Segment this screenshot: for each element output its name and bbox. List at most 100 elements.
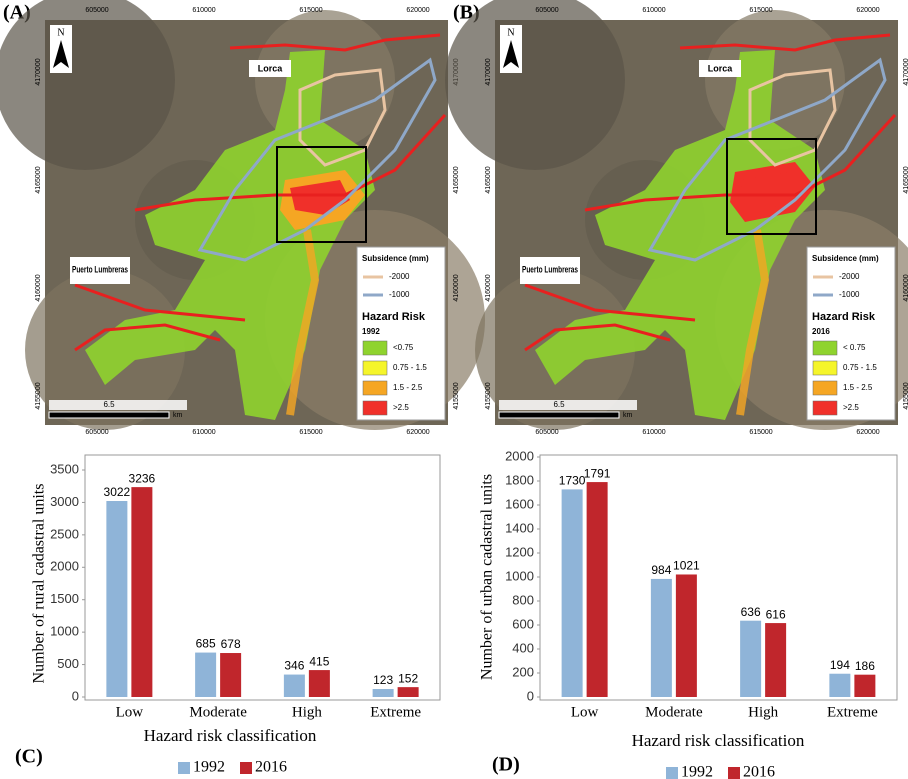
data-label: 678: [221, 637, 241, 651]
y-tick-label: 500: [57, 656, 79, 671]
panel-label: (C): [15, 746, 43, 768]
y-tick-label: 1400: [505, 520, 534, 535]
scale-label: 6.5: [553, 400, 565, 409]
place-label: Puerto Lumbreras: [72, 264, 128, 274]
legend-title: Subsidence (mm): [812, 254, 879, 263]
scale-unit: km: [623, 412, 633, 419]
y-tick-label: 200: [512, 664, 534, 679]
bar: [195, 653, 216, 697]
scale-unit: km: [173, 412, 183, 419]
bar: [373, 689, 394, 697]
scale-bar: [499, 412, 619, 418]
x-coordinate: 610000: [192, 7, 215, 14]
y-tick-label: 2000: [505, 448, 534, 463]
y-tick-label: 3000: [50, 494, 79, 509]
y-coordinate: 4160000: [35, 274, 42, 301]
x-tick-label: Moderate: [189, 704, 247, 720]
data-label: 346: [284, 659, 304, 673]
y-tick-label: 1000: [505, 568, 534, 583]
x-tick-label: Extreme: [370, 704, 421, 720]
bar: [854, 675, 875, 697]
scale-label: 6.5: [103, 400, 115, 409]
legend-title: Subsidence (mm): [362, 254, 429, 263]
data-label: 3236: [129, 471, 156, 485]
legend-label: -2000: [389, 272, 410, 281]
y-axis-label: Number of rural cadastral units: [31, 484, 48, 684]
data-label: 1730: [559, 474, 586, 488]
data-label: 3022: [104, 485, 131, 499]
legend-label: 1.5 - 2.5: [393, 383, 423, 392]
bar: [106, 501, 127, 697]
legend-swatch: [178, 762, 190, 774]
legend-label: 2016: [255, 759, 287, 776]
data-label: 1021: [673, 559, 700, 573]
x-coordinate: 615000: [749, 7, 772, 14]
legend-swatch: [363, 401, 387, 415]
legend-label: 2016: [743, 764, 775, 779]
legend-label: -1000: [389, 290, 410, 299]
y-tick-label: 1200: [505, 544, 534, 559]
x-tick-label: Low: [571, 704, 599, 720]
bar: [220, 653, 241, 697]
x-axis-label: Hazard risk classification: [632, 731, 805, 750]
y-coordinate: 4165000: [453, 166, 460, 193]
y-coordinate: 4155000: [903, 382, 908, 409]
legend-label: >2.5: [843, 403, 859, 412]
legend-swatch: [813, 341, 837, 355]
bar: [740, 621, 761, 697]
data-label: 984: [651, 563, 671, 577]
y-coordinate: 4155000: [453, 382, 460, 409]
data-label: 186: [855, 659, 875, 673]
x-coordinate: 605000: [535, 7, 558, 14]
x-axis-label: Hazard risk classification: [144, 726, 317, 745]
data-label: 123: [373, 673, 393, 687]
bar: [562, 489, 583, 697]
map: NLorcaPuerto LumbrerasSubsidence (mm)-20…: [0, 0, 485, 430]
x-tick-label: Moderate: [645, 704, 703, 720]
place-label: Lorca: [708, 63, 734, 73]
bar: [309, 670, 330, 697]
y-tick-label: 1800: [505, 472, 534, 487]
data-label: 415: [309, 654, 329, 668]
y-tick-label: 600: [512, 616, 534, 631]
north-label: N: [507, 27, 514, 38]
scale-backdrop: [499, 400, 637, 410]
legend-label: -1000: [839, 290, 860, 299]
panel-label: (D): [492, 754, 520, 776]
x-coordinate: 610000: [642, 7, 665, 14]
y-coordinate: 4165000: [485, 166, 492, 193]
legend-swatch: [728, 767, 740, 779]
y-tick-label: 2500: [50, 526, 79, 541]
legend-label: < 0.75: [843, 343, 866, 352]
bar: [765, 623, 786, 697]
legend-label: 0.75 - 1.5: [843, 363, 877, 372]
north-label: N: [57, 27, 64, 38]
bar: [676, 574, 697, 697]
data-label: 152: [398, 671, 418, 685]
x-coordinate: 615000: [299, 429, 322, 436]
scale-backdrop: [49, 400, 187, 410]
legend-swatch: [363, 361, 387, 375]
bar: [398, 687, 419, 697]
legend-swatch: [813, 361, 837, 375]
legend-label: >2.5: [393, 403, 409, 412]
y-coordinate: 4160000: [903, 274, 908, 301]
x-tick-label: High: [292, 704, 323, 720]
y-coordinate: 4155000: [35, 382, 42, 409]
y-tick-label: 400: [512, 640, 534, 655]
y-tick-label: 0: [72, 688, 79, 703]
legend-title: Hazard Risk: [812, 311, 876, 323]
legend-swatch: [240, 762, 252, 774]
x-coordinate: 610000: [192, 429, 215, 436]
data-label: 1791: [584, 466, 611, 480]
legend-swatch: [363, 341, 387, 355]
data-label: 636: [741, 605, 761, 619]
x-coordinate: 620000: [856, 7, 879, 14]
legend-label: 1.5 - 2.5: [843, 383, 873, 392]
y-coordinate: 4170000: [35, 58, 42, 85]
y-coordinate: 4160000: [453, 274, 460, 301]
legend-label: -2000: [839, 272, 860, 281]
